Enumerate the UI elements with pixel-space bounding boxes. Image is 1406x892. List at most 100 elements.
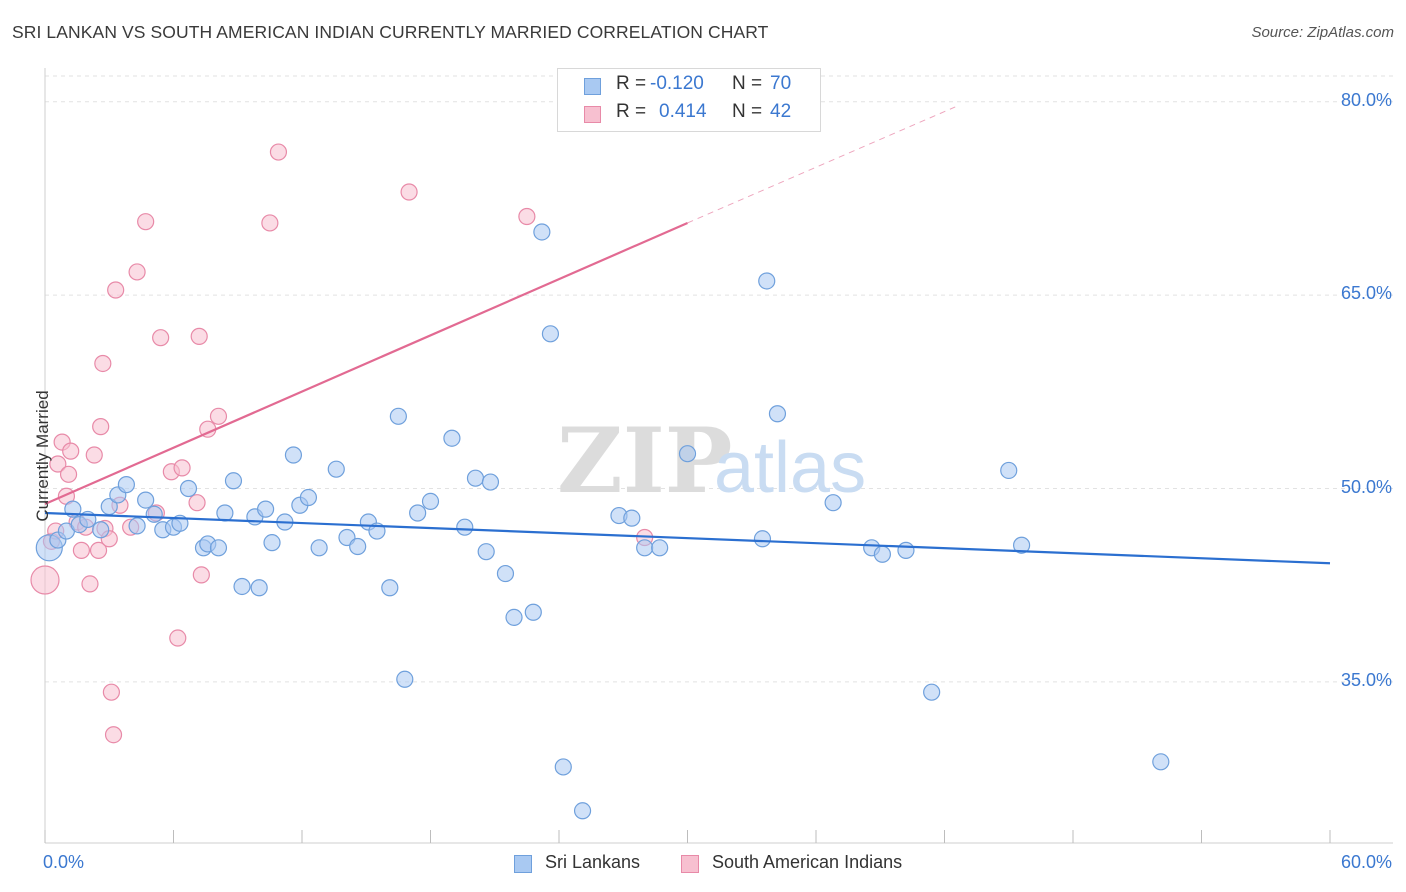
point-south-american-indians: [85, 446, 103, 464]
chart-title: SRI LANKAN VS SOUTH AMERICAN INDIAN CURR…: [12, 22, 769, 42]
n-label: N =: [732, 73, 763, 94]
point-sri-lankans: [396, 670, 414, 688]
x-tick-label-max: 60.0%: [1340, 852, 1392, 872]
trend-line-extension-south-american-indians: [687, 106, 956, 224]
point-south-american-indians: [269, 143, 288, 161]
point-sri-lankans: [128, 517, 146, 535]
legend-swatch-south-american-indians: [681, 855, 699, 873]
y-tick-label: 50.0%: [1340, 476, 1392, 497]
watermark: ZIP atlas: [557, 408, 866, 514]
legend-label: South American Indians: [712, 852, 903, 872]
point-south-american-indians: [30, 565, 60, 595]
point-sri-lankans: [678, 445, 697, 463]
point-sri-lankans: [623, 509, 641, 527]
point-south-american-indians: [518, 207, 536, 226]
point-sri-lankans: [554, 758, 572, 776]
point-sri-lankans: [758, 272, 776, 290]
stats-row-sri-lankans: R = -0.120 N = 70: [558, 73, 820, 101]
point-sri-lankans: [768, 405, 787, 423]
point-sri-lankans: [137, 491, 155, 509]
point-sri-lankans: [250, 579, 268, 597]
point-sri-lankans: [466, 469, 485, 487]
point-sri-lankans: [636, 539, 654, 557]
point-south-american-indians: [173, 459, 191, 477]
point-south-american-indians: [62, 442, 80, 460]
point-sri-lankans: [349, 537, 367, 556]
point-south-american-indians: [192, 566, 210, 584]
point-sri-lankans: [145, 505, 163, 523]
point-sri-lankans: [92, 521, 110, 539]
chart-source: Source: ZipAtlas.com: [1251, 24, 1394, 41]
point-sri-lankans: [381, 579, 399, 597]
point-sri-lankans: [1000, 461, 1018, 480]
point-sri-lankans: [481, 473, 500, 491]
point-south-american-indians: [107, 281, 125, 299]
point-sri-lankans: [1152, 753, 1170, 771]
stats-swatch-sri-lankans: [584, 78, 601, 95]
point-sri-lankans: [923, 683, 941, 701]
point-south-american-indians: [72, 541, 91, 559]
point-south-american-indians: [104, 726, 123, 744]
legend: Sri Lankans South American Indians: [0, 852, 1406, 878]
point-south-american-indians: [81, 575, 99, 593]
point-south-american-indians: [49, 455, 67, 473]
point-south-american-indians: [89, 541, 108, 559]
point-south-american-indians: [137, 213, 155, 231]
point-south-american-indians: [128, 263, 146, 281]
legend-label: Sri Lankans: [545, 852, 641, 872]
point-sri-lankans: [299, 488, 318, 507]
point-sri-lankans: [533, 223, 551, 241]
x-tick-label-min: 0.0%: [43, 852, 85, 872]
point-sri-lankans: [443, 429, 461, 447]
point-sri-lankans: [1012, 536, 1031, 554]
watermark-atlas: atlas: [714, 428, 866, 508]
point-sri-lankans: [573, 802, 592, 820]
point-sri-lankans: [897, 541, 915, 559]
trend-line-south-american-indians: [44, 221, 688, 505]
point-south-american-indians: [261, 214, 279, 232]
point-south-american-indians: [188, 494, 206, 512]
point-sri-lankans: [505, 608, 523, 627]
r-value: 0.414: [659, 101, 707, 122]
point-south-american-indians: [102, 683, 120, 701]
point-sri-lankans: [651, 539, 669, 557]
point-sri-lankans: [389, 407, 407, 425]
point-south-american-indians: [190, 327, 208, 345]
point-sri-lankans: [117, 476, 135, 494]
point-sri-lankans: [421, 492, 440, 510]
series-sri-lankans: [35, 223, 1170, 820]
legend-swatch-sri-lankans: [514, 855, 532, 873]
point-south-american-indians: [152, 329, 170, 347]
point-sri-lankans: [824, 494, 842, 512]
point-south-american-indians: [94, 354, 112, 373]
point-sri-lankans: [233, 577, 251, 596]
point-sri-lankans: [496, 564, 515, 583]
stats-swatch-south-american-indians: [584, 106, 601, 123]
point-sri-lankans: [477, 543, 495, 561]
watermark-zip: ZIP: [557, 408, 732, 514]
r-label: R =: [616, 73, 647, 94]
axes: [44, 68, 1393, 844]
point-sri-lankans: [256, 500, 275, 518]
stats-row-south-american-indians: R = 0.414 N = 42: [558, 101, 820, 129]
trend-line-sri-lankans: [44, 511, 1331, 565]
point-sri-lankans: [224, 472, 243, 490]
point-south-american-indians: [400, 183, 418, 201]
y-axis-label: Currently Married: [33, 390, 52, 522]
point-south-american-indians: [59, 465, 78, 483]
y-axis-label-wrap: Currently Married: [16, 0, 52, 892]
point-south-american-indians: [209, 407, 228, 425]
y-tick-label: 80.0%: [1340, 89, 1392, 110]
n-value: 70: [770, 73, 792, 94]
n-label: N =: [732, 101, 763, 122]
y-tick-label: 65.0%: [1340, 283, 1392, 304]
point-sri-lankans: [216, 504, 234, 522]
point-sri-lankans: [456, 518, 474, 536]
point-sri-lankans: [409, 504, 427, 522]
point-sri-lankans: [753, 530, 772, 548]
r-label: R =: [616, 101, 647, 122]
point-sri-lankans: [873, 545, 891, 563]
point-south-american-indians: [169, 629, 187, 647]
point-sri-lankans: [263, 534, 281, 552]
